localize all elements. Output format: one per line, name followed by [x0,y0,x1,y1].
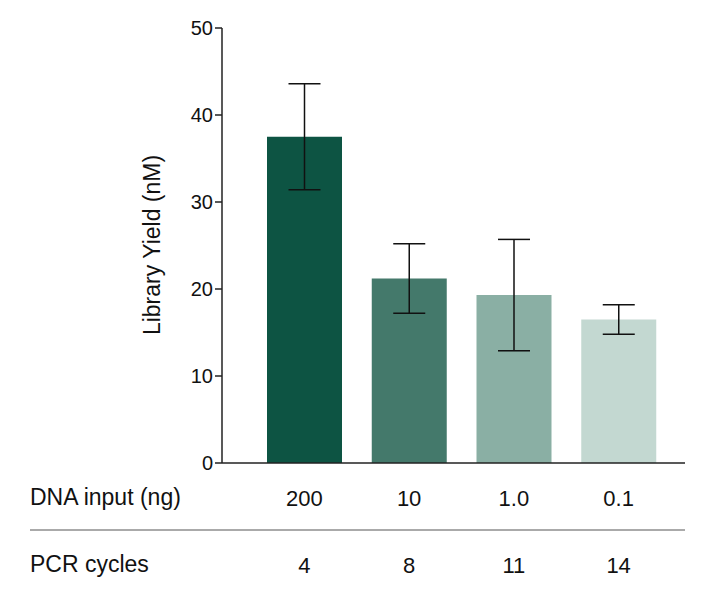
html-text:PCR cycles: PCR cycles [30,551,149,577]
html-text:Library Yield (nM): Library Yield (nM) [138,154,165,336]
svg-text:10: 10 [397,486,421,511]
svg-text:0: 0 [202,452,213,474]
svg-text:11: 11 [502,553,525,578]
html-text:DNA input (ng): DNA input (ng) [30,484,181,510]
svg-text:40: 40 [191,104,213,126]
svg-text:200: 200 [286,486,323,511]
svg-text:10: 10 [191,365,213,387]
svg-text:14: 14 [606,553,630,578]
svg-text:8: 8 [403,553,415,578]
svg-text:4: 4 [298,553,310,578]
svg-text:0.1: 0.1 [603,486,634,511]
svg-text:1.0: 1.0 [499,486,530,511]
svg-text:20: 20 [191,278,213,300]
svg-text:50: 50 [191,17,213,39]
svg-text:30: 30 [191,191,213,213]
